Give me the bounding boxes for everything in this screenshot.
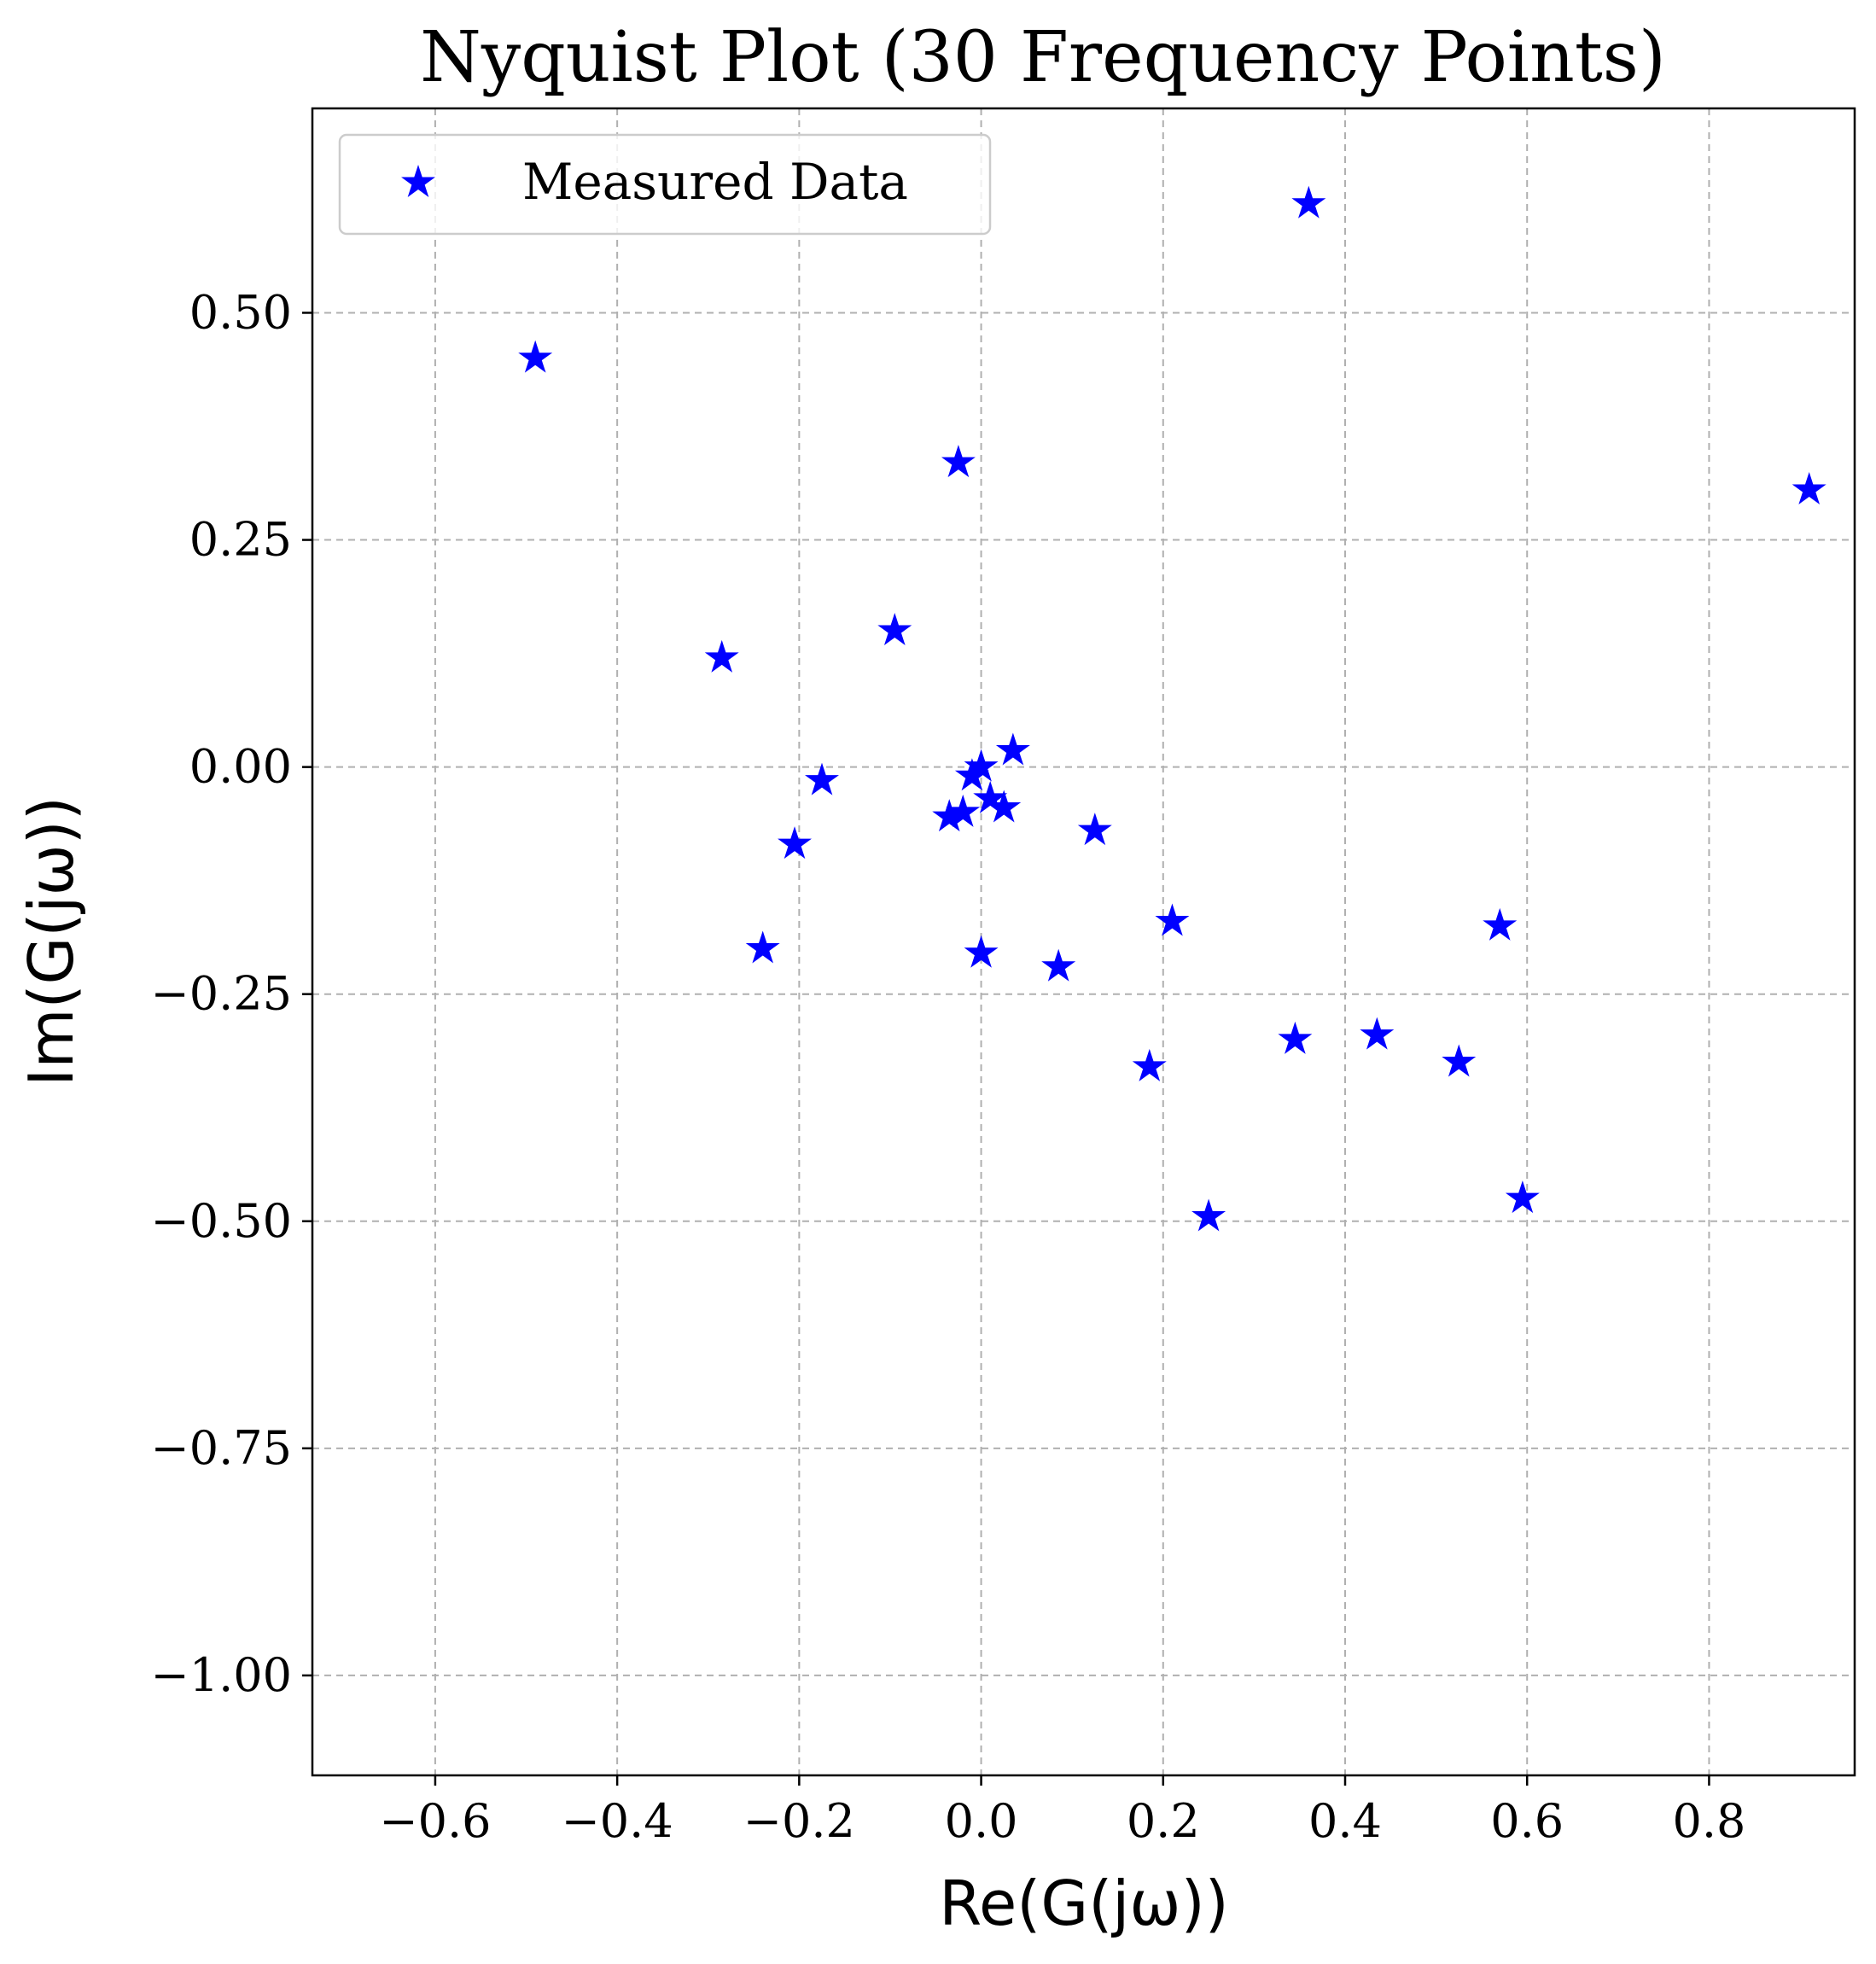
x-axis-label: Re(G(jω))	[939, 1868, 1229, 1939]
grid-horizontal	[312, 312, 1855, 1676]
legend-star-icon	[401, 165, 435, 197]
chart-title: Nyquist Plot (30 Frequency Points)	[420, 17, 1666, 98]
legend-box	[338, 133, 992, 236]
data-points	[518, 185, 1826, 1232]
y-tick-label: −0.50	[151, 1194, 292, 1248]
data-point	[987, 790, 1022, 823]
x-tick-label: −0.4	[562, 1794, 673, 1848]
data-point	[932, 799, 967, 832]
x-axis-ticks: −0.6 −0.4 −0.2 0.0 0.2 0.4 0.6 0.8	[379, 1775, 1745, 1848]
data-point	[745, 930, 780, 964]
data-point	[1505, 1180, 1540, 1214]
data-point	[946, 794, 981, 827]
data-point	[1291, 185, 1326, 219]
data-point	[995, 732, 1030, 766]
y-tick-label: −0.25	[151, 967, 292, 1021]
data-point	[1191, 1198, 1226, 1232]
legend-marker-star	[401, 165, 435, 197]
y-axis-ticks: 0.50 0.25 0.00 −0.25 −0.50 −0.75 −1.00	[151, 285, 312, 1702]
y-tick-label: −1.00	[151, 1648, 292, 1702]
data-point	[954, 758, 989, 791]
y-axis-label: Im(G(jω))	[15, 796, 87, 1087]
y-tick-label: 0.00	[189, 740, 292, 794]
y-tick-label: −0.75	[151, 1421, 292, 1475]
x-tick-label: 0.8	[1672, 1794, 1745, 1848]
data-point	[973, 780, 1008, 813]
y-tick-label: 0.25	[189, 513, 292, 567]
data-point	[704, 639, 739, 673]
data-point	[1360, 1017, 1395, 1050]
x-tick-label: 0.0	[945, 1794, 1018, 1848]
data-point	[1483, 907, 1518, 941]
legend: Measured Data	[338, 133, 992, 236]
x-tick-label: 0.4	[1308, 1794, 1382, 1848]
x-tick-label: −0.6	[379, 1794, 491, 1848]
data-point	[1442, 1044, 1477, 1077]
x-tick-label: 0.2	[1127, 1794, 1200, 1848]
data-point	[1792, 472, 1826, 504]
data-point	[1077, 813, 1112, 846]
grid-vertical	[434, 108, 1710, 1775]
y-tick-label: 0.50	[189, 285, 292, 339]
data-point	[877, 612, 912, 645]
data-point	[1041, 948, 1076, 982]
data-point	[964, 749, 999, 782]
data-point	[518, 340, 553, 373]
plot-area	[311, 107, 1856, 1777]
data-point	[805, 762, 839, 796]
x-tick-label: 0.6	[1490, 1794, 1564, 1848]
legend-label: Measured Data	[522, 153, 908, 211]
data-point	[1278, 1021, 1313, 1054]
x-tick-label: −0.2	[743, 1794, 855, 1848]
data-point	[941, 445, 976, 478]
data-point	[964, 935, 999, 968]
data-point	[1155, 903, 1190, 936]
data-point	[1132, 1048, 1167, 1081]
data-point	[778, 826, 812, 860]
